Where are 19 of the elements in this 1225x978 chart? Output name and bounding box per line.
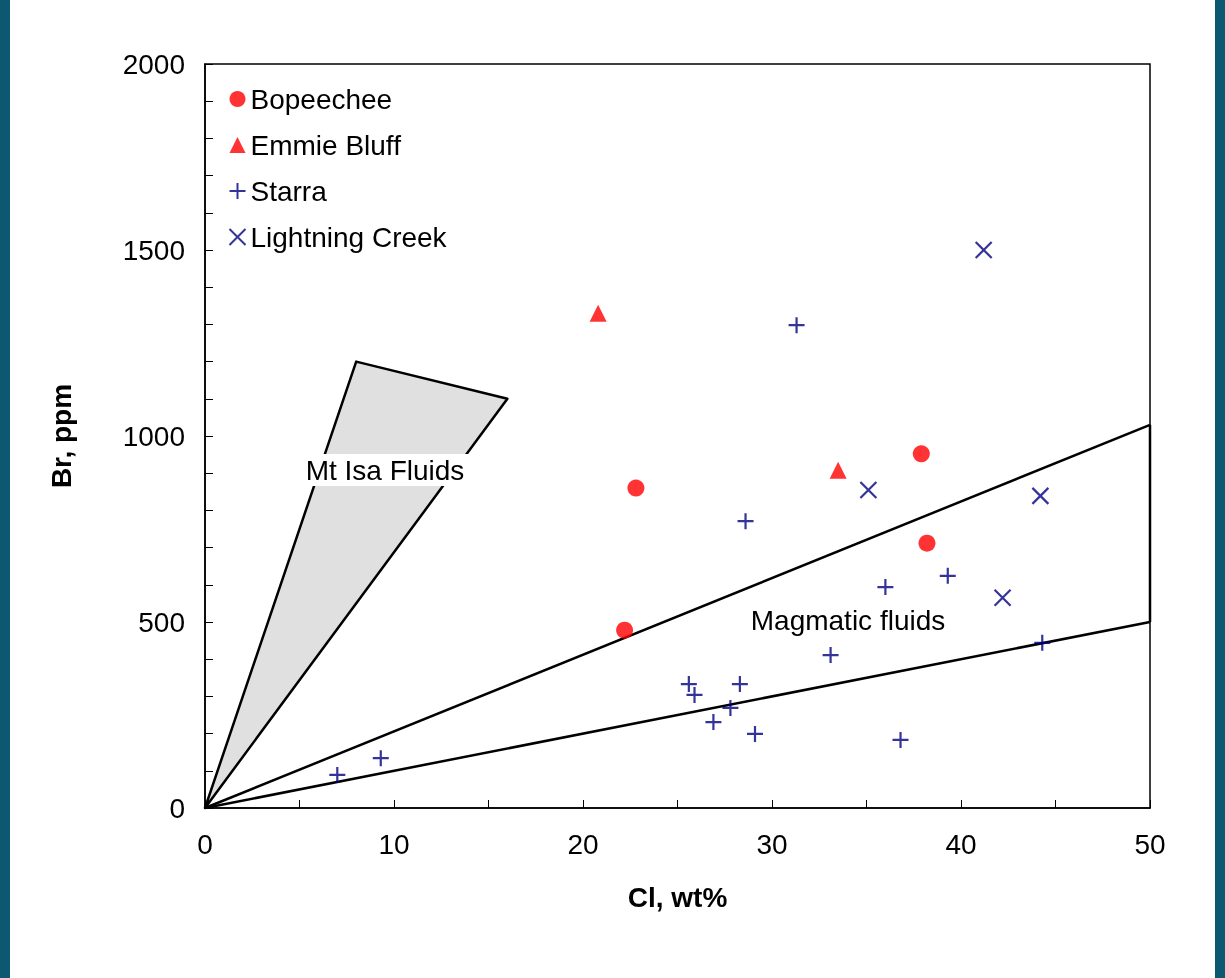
legend-label: Starra [250, 175, 328, 207]
legend-label: Lightning Creek [250, 221, 448, 253]
x-axis-title: Cl, wt% [627, 881, 728, 913]
x-tick-label: 0 [197, 828, 213, 860]
x-tick-label: 50 [1134, 828, 1166, 860]
legend-label: Bopeechee [250, 83, 393, 115]
y-tick-label: 2000 [122, 48, 185, 80]
annotation: Mt Isa Fluids [305, 454, 465, 486]
annotation: Magmatic fluids [750, 604, 946, 636]
legend-label: Emmie Bluff [250, 129, 402, 161]
y-tick-label: 1000 [122, 420, 185, 452]
x-tick-label: 40 [945, 828, 977, 860]
y-tick-label: 1500 [122, 234, 185, 266]
x-tick-label: 20 [567, 828, 599, 860]
x-tick-label: 10 [378, 828, 410, 860]
y-tick-label: 500 [138, 606, 185, 638]
x-tick-label: 30 [756, 828, 788, 860]
y-tick-label: 0 [169, 792, 185, 824]
y-axis-title: Br, ppm [45, 383, 77, 489]
